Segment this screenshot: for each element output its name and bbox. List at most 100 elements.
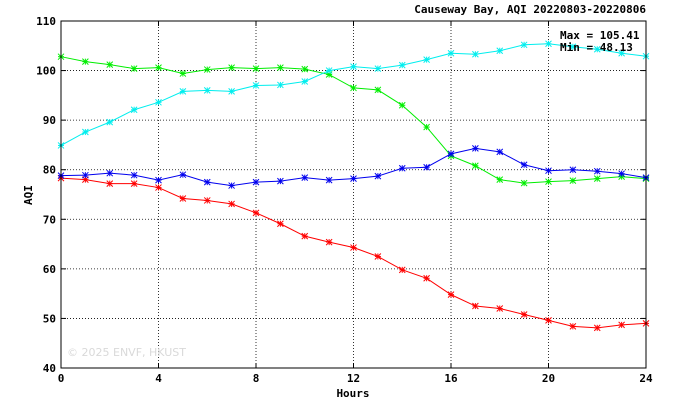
data-point (228, 88, 235, 95)
data-point (350, 84, 357, 92)
data-point (593, 167, 601, 175)
y-tick-label: 50 (43, 312, 56, 325)
data-point (325, 238, 333, 246)
data-point (228, 64, 235, 71)
data-point (545, 317, 552, 324)
data-point (179, 70, 187, 77)
grid-lines (60, 20, 647, 369)
data-point (325, 176, 333, 184)
data-point (179, 171, 187, 179)
data-point (618, 321, 625, 329)
data-point (350, 175, 357, 182)
data-point (301, 174, 309, 181)
data-point (82, 58, 89, 66)
chart-title: Causeway Bay, AQI 20220803-20220806 (414, 3, 646, 16)
data-point (325, 67, 333, 74)
min-annotation: Min = 48.13 (560, 41, 633, 54)
data-point (447, 150, 455, 158)
data-point (618, 170, 625, 178)
data-point (277, 177, 284, 185)
data-point (398, 266, 406, 274)
data-point (423, 123, 430, 131)
x-tick-label: 12 (347, 372, 360, 385)
data-point (374, 253, 382, 260)
data-point (350, 63, 357, 70)
y-axis-label: AQI (22, 185, 35, 205)
data-point (252, 209, 260, 217)
data-point (374, 172, 382, 180)
data-point (301, 232, 309, 240)
data-point (545, 178, 552, 185)
x-axis-label: Hours (336, 387, 369, 400)
data-point (106, 180, 114, 187)
y-tick-label: 80 (43, 164, 56, 177)
data-point (398, 164, 406, 172)
watermark: © 2025 ENVF, HKUST (67, 346, 186, 359)
data-point (423, 274, 430, 282)
data-point (374, 86, 382, 94)
data-point (545, 167, 552, 175)
series-layer (57, 40, 650, 332)
y-tick-label: 70 (43, 213, 56, 226)
x-tick-label: 16 (444, 372, 458, 385)
data-point (106, 61, 114, 68)
data-point (593, 45, 601, 53)
series-line-4 (60, 43, 647, 146)
x-tick-labels: 0 4 8 12 16 20 24 (58, 372, 653, 385)
data-point (228, 200, 235, 208)
data-point (155, 64, 162, 71)
x-tick-label: 24 (639, 372, 653, 385)
data-point (569, 323, 577, 330)
data-point (130, 171, 138, 179)
data-point (130, 65, 138, 72)
data-point (203, 87, 211, 94)
data-point (593, 175, 601, 182)
x-tick-label: 0 (58, 372, 65, 385)
data-point (82, 128, 89, 136)
data-point (277, 81, 284, 89)
y-tick-label: 100 (36, 65, 56, 78)
data-point (252, 178, 260, 186)
data-point (106, 169, 114, 177)
data-point (496, 148, 504, 156)
data-point (520, 161, 528, 169)
data-point (130, 106, 138, 114)
data-point (203, 66, 211, 73)
data-point (155, 98, 162, 106)
data-point (545, 40, 552, 48)
data-point (423, 56, 430, 64)
data-point (82, 171, 89, 179)
data-point (398, 61, 406, 69)
data-point (569, 177, 577, 184)
data-point (569, 43, 577, 51)
data-point (350, 244, 357, 251)
data-point (472, 50, 479, 58)
y-tick-label: 40 (43, 362, 56, 375)
data-point (277, 64, 284, 71)
data-point (496, 305, 504, 312)
data-point (155, 176, 162, 184)
data-point (252, 65, 260, 72)
data-point (472, 302, 479, 310)
data-point (106, 118, 114, 126)
data-point (179, 88, 187, 95)
data-point (472, 145, 479, 152)
data-point (496, 176, 504, 183)
x-tick-label: 8 (253, 372, 260, 385)
data-point (520, 311, 528, 318)
data-point (130, 180, 138, 187)
data-point (398, 101, 406, 109)
data-point (472, 162, 479, 170)
data-point (423, 163, 430, 171)
data-point (374, 65, 382, 72)
data-point (179, 195, 187, 202)
data-point (520, 41, 528, 49)
max-annotation: Max = 105.41 (560, 29, 640, 42)
y-tick-label: 90 (43, 114, 56, 127)
data-point (447, 49, 455, 57)
x-tick-label: 20 (542, 372, 555, 385)
data-point (203, 197, 211, 204)
y-tick-labels: 40 50 60 70 80 90 100 110 (36, 15, 56, 375)
data-point (301, 78, 309, 85)
